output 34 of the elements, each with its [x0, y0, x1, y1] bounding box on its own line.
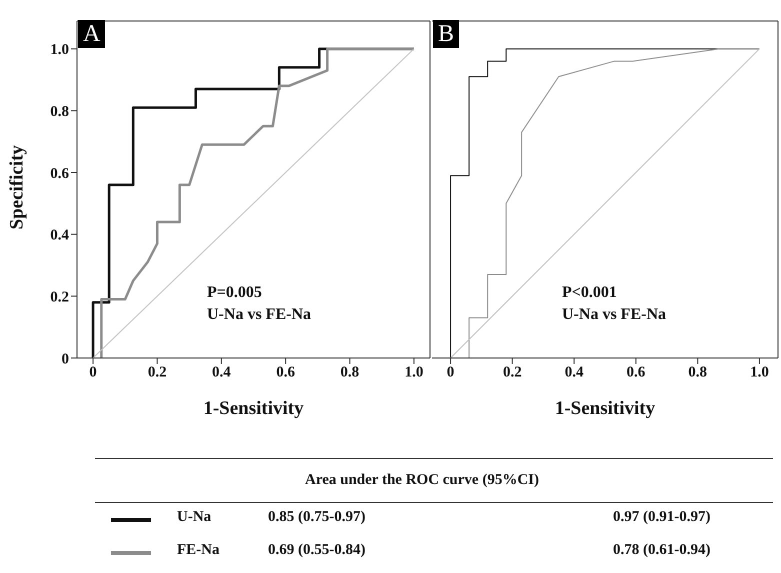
y-tick-label: 0 [62, 351, 69, 368]
x-tick-label: 0.6 [276, 364, 296, 381]
chart-title: B [433, 20, 460, 48]
x-tick-label: 0.2 [502, 364, 522, 381]
x-tick-label: 0.8 [688, 364, 708, 381]
text: 0.69 (0.55-0.84) [268, 542, 366, 559]
y-tick-label: 0.6 [50, 166, 70, 182]
x-tick-label: 0 [89, 364, 97, 381]
x-tick-label: 0.2 [148, 364, 167, 381]
x-tick-label: 1.0 [750, 364, 769, 381]
y-tick-label: 0.2 [50, 289, 69, 306]
annotation: P=0.005 [207, 283, 263, 303]
text: 0.78 (0.61-0.94) [613, 542, 710, 559]
y-tick-label: 0.4 [50, 228, 70, 244]
text: 0.97 (0.91-0.97) [613, 509, 710, 526]
text: 0.85 (0.75-0.97) [268, 509, 366, 526]
x-axis-title: 1-Sensitivity [203, 398, 304, 419]
legend-label: U-Na [177, 509, 212, 526]
legend-title: Area under the ROC curve (95%CI) [95, 458, 773, 503]
y-tick-label: 1.0 [50, 42, 69, 58]
x-tick-label: 0 [446, 364, 454, 381]
annotation: U-Na vs FE-Na [562, 305, 666, 325]
x-tick-label: 0.6 [626, 364, 646, 381]
chart-title: A [78, 20, 106, 48]
x-tick-label: 1.0 [404, 364, 424, 381]
annotation: U-Na vs FE-Na [207, 305, 311, 325]
x-tick-label: 0.8 [340, 364, 360, 381]
y-axis-title: Specificity [6, 144, 28, 230]
x-tick-label: 0.4 [564, 364, 584, 381]
x-axis-title: 1-Sensitivity [554, 398, 656, 419]
legend-label: FE-Na [177, 542, 220, 559]
y-tick-label: 0.8 [50, 104, 69, 120]
x-tick-label: 0.4 [212, 364, 232, 381]
annotation: P<0.001 [562, 283, 618, 303]
